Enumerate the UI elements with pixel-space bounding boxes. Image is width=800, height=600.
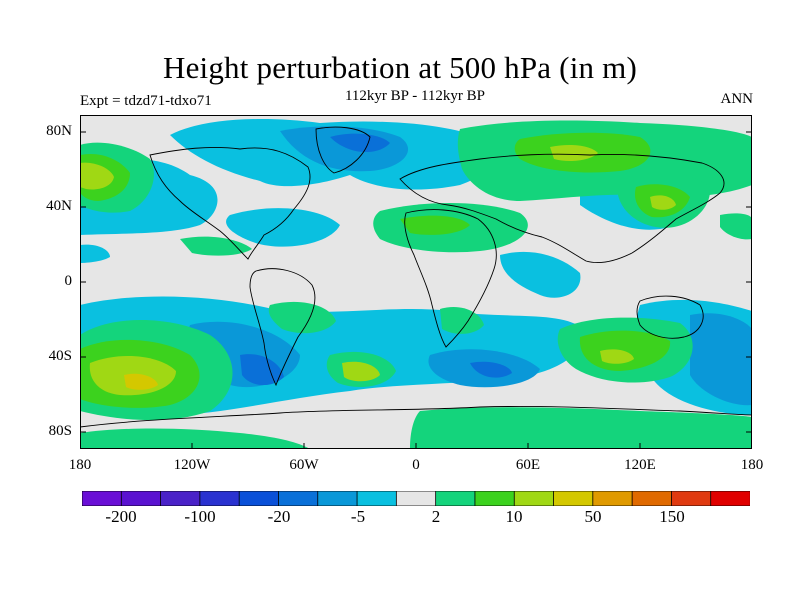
positive-regions <box>80 120 752 449</box>
coastlines <box>80 126 752 428</box>
x-tick-label: 0 <box>412 457 420 473</box>
contour-region <box>720 213 752 240</box>
contour-region <box>440 306 484 334</box>
colorbar-swatch <box>278 491 319 506</box>
colorbar-swatch <box>120 491 162 506</box>
contour-region <box>600 349 634 364</box>
contour-region <box>500 251 581 298</box>
map-panel <box>80 115 752 449</box>
y-tick-label: 40N <box>46 198 72 214</box>
contour-region <box>550 145 598 161</box>
colorbar-swatch <box>356 491 398 506</box>
coastline-australia <box>636 295 704 339</box>
contour-region <box>410 407 752 449</box>
colorbar-swatch <box>592 491 633 506</box>
colorbar-swatch <box>395 491 437 506</box>
chart-subtitle: 112kyr BP - 112kyr BP <box>344 88 485 104</box>
colorbar-swatch <box>435 491 476 506</box>
x-tick-label: 120W <box>173 457 211 473</box>
coastline-north-america <box>149 146 311 260</box>
colorbar-label: -100 <box>184 507 216 526</box>
colorbar-label: 150 <box>659 507 685 526</box>
coastline-europe-asia <box>399 153 725 264</box>
coastline-greenland <box>315 126 371 174</box>
y-tick-label: 80N <box>46 123 72 139</box>
colorbar-swatch <box>82 491 122 506</box>
contour-region <box>80 428 310 449</box>
colorbar-swatch <box>631 491 673 506</box>
x-tick-label: 120E <box>624 457 656 473</box>
chart-title: Height perturbation at 500 hPa (in m) <box>162 50 638 85</box>
x-tick-label: 180 <box>740 457 764 473</box>
contour-region <box>690 313 752 406</box>
x-tick-label: 60E <box>515 457 541 473</box>
colorbar-label: 50 <box>584 507 602 526</box>
colorbar-swatch <box>710 491 750 506</box>
colorbar <box>82 491 750 506</box>
colorbar-swatch <box>553 491 594 506</box>
contour-region <box>650 195 676 210</box>
contour-map <box>80 115 752 449</box>
contour-region <box>124 373 158 390</box>
colorbar-label: -5 <box>350 507 366 526</box>
colorbar-swatch <box>474 491 515 506</box>
contour-region <box>80 244 110 263</box>
contour-region <box>268 301 336 334</box>
contour-region <box>470 361 512 378</box>
y-tick-label: 40S <box>48 348 72 364</box>
season-label: ANN <box>720 91 754 107</box>
contour-region <box>80 162 114 190</box>
colorbar-label: 10 <box>505 507 523 526</box>
coastline-south-america <box>249 268 316 387</box>
x-tick-label: 180 <box>68 457 92 473</box>
colorbar-swatch <box>199 491 240 506</box>
x-tick-label: 60W <box>289 457 319 473</box>
y-tick-label: 0 <box>64 273 73 289</box>
colorbar-swatch <box>238 491 280 506</box>
y-tick-label: 80S <box>48 423 72 439</box>
colorbar-label: 2 <box>431 507 441 526</box>
contour-region <box>400 215 470 235</box>
colorbar-swatch <box>160 491 201 506</box>
colorbar-label: -20 <box>267 507 291 526</box>
contour-region <box>226 208 340 247</box>
colorbar-swatch <box>513 491 555 506</box>
contour-region <box>330 133 390 153</box>
colorbar-swatch <box>317 491 358 506</box>
coastline-antarctica <box>80 406 752 428</box>
coastline-africa <box>404 209 497 348</box>
colorbar-swatch <box>671 491 712 506</box>
colorbar-label: -200 <box>105 507 137 526</box>
contour-region <box>342 361 380 382</box>
contour-region <box>180 236 252 256</box>
experiment-label: Expt = tdzd71-tdxo71 <box>80 93 212 109</box>
